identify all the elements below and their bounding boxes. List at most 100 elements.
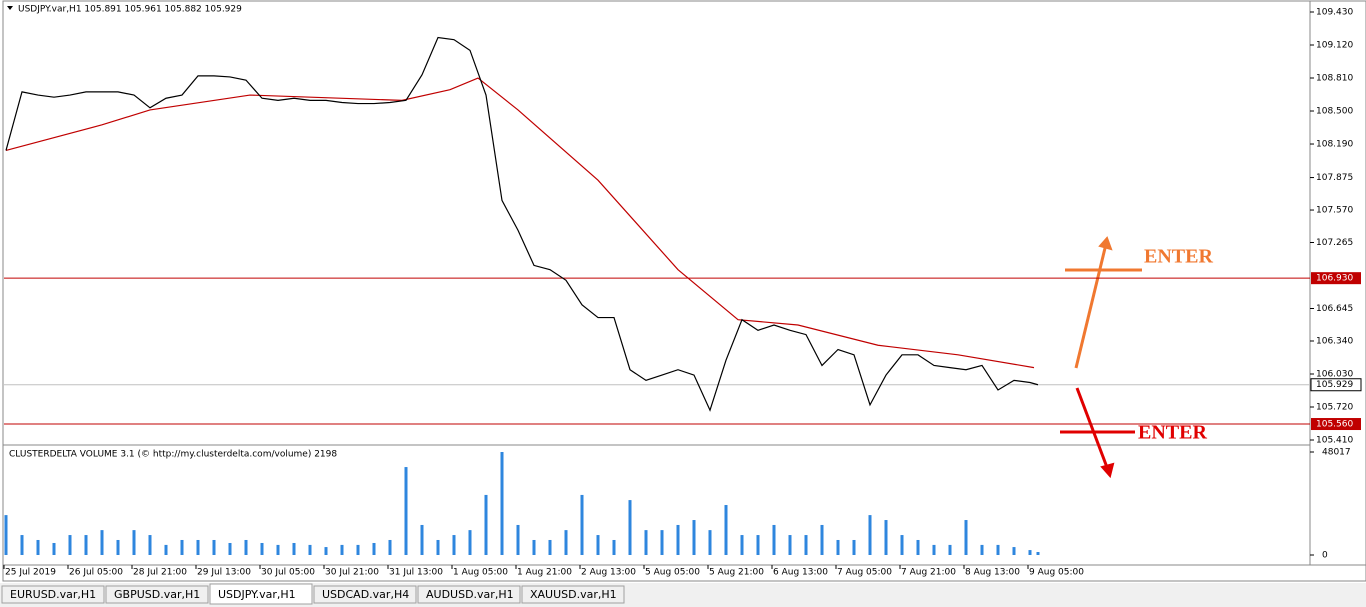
volume-bar [116, 539, 120, 555]
time-label: 1 Aug 21:00 [517, 568, 572, 578]
volume-bar [372, 542, 376, 555]
volume-bar [356, 544, 360, 555]
tabs: EURUSD.var,H1 GBPUSD.var,H1 USDJPY.var,H1 U… [1, 583, 625, 605]
volume-bar [820, 524, 824, 555]
chart-header: USDJPY.var,H1 105.891 105.961 105.882 10… [18, 5, 242, 15]
tab-label[interactable]: GBPUSD.var,H1 [114, 588, 200, 601]
volume-bar [804, 535, 808, 555]
volume-bar [500, 452, 504, 555]
time-label: 7 Aug 05:00 [837, 568, 892, 578]
y-tick-label: 106.030 [1316, 369, 1353, 379]
tab-label[interactable]: XAUUSD.var,H1 [530, 588, 617, 601]
volume-bar [100, 530, 104, 555]
level-label: 105.560 [1316, 420, 1353, 430]
time-label: 29 Jul 13:00 [197, 568, 251, 578]
volume-bar [964, 520, 968, 555]
volume-bar [292, 542, 296, 555]
tab-label[interactable]: AUDUSD.var,H1 [426, 588, 514, 601]
volume-bar [212, 539, 216, 555]
volume-bar [260, 542, 264, 555]
volume-bar [772, 524, 776, 555]
y-tick-label: 106.340 [1316, 336, 1353, 346]
time-label: 9 Aug 05:00 [1029, 568, 1084, 578]
down-arrow [1075, 387, 1110, 471]
volume-bar [996, 544, 1000, 555]
volume-bar [164, 544, 168, 555]
price-line [5, 36, 1039, 412]
tab-label[interactable]: EURUSD.var,H1 [10, 588, 96, 601]
tab[interactable] [1, 585, 105, 604]
volume-bar [1012, 547, 1016, 555]
up-arrowhead [1098, 236, 1113, 251]
volume-bar [148, 535, 152, 555]
volume-bar [1036, 551, 1040, 555]
volume-bar [548, 539, 552, 555]
volume-bar [612, 539, 616, 555]
y-tick-label: 108.810 [1316, 74, 1353, 84]
volume-bar [980, 544, 984, 555]
volume-bar [852, 539, 856, 555]
tab[interactable] [105, 585, 209, 604]
volume-bar [628, 500, 632, 555]
volume-bar [180, 539, 184, 555]
moving-average [5, 77, 1035, 369]
time-label: 26 Jul 05:00 [69, 568, 123, 578]
time-label: 25 Jul 2019 [5, 568, 56, 578]
menu-icon[interactable] [7, 6, 13, 10]
tab-label[interactable]: USDCAD.var,H4 [322, 588, 409, 601]
volume-bar [20, 535, 24, 555]
tab[interactable] [521, 585, 625, 604]
y-tick-label: 105.720 [1316, 402, 1353, 412]
volume-tick-label: 0 [1322, 551, 1328, 561]
volume-bar [452, 535, 456, 555]
volume-bar [564, 530, 568, 555]
level-box [1311, 272, 1361, 285]
volume-bar [132, 530, 136, 555]
volume-bar [68, 535, 72, 555]
time-label: 31 Jul 13:00 [389, 568, 443, 578]
indicator-title: CLUSTERDELTA VOLUME 3.1 (© http://my.clu… [9, 450, 337, 460]
volume-bar [340, 544, 344, 555]
volume-bar [516, 524, 520, 555]
volume-bar [644, 530, 648, 555]
y-tick-label: 107.265 [1316, 238, 1353, 248]
volume-bar [436, 539, 440, 555]
tab[interactable] [417, 585, 521, 604]
up-arrow [1074, 243, 1108, 369]
volume-bar [740, 535, 744, 555]
y-tick-label: 108.500 [1316, 107, 1353, 117]
y-tick-label: 107.875 [1316, 173, 1353, 183]
volume-bar [532, 539, 536, 555]
volume-bar [788, 535, 792, 555]
enter-label: ENTER [1138, 422, 1207, 444]
volume-bar [196, 539, 200, 555]
tab[interactable] [313, 585, 417, 604]
tab[interactable] [209, 583, 313, 605]
volume-bar [900, 535, 904, 555]
volume-bar [756, 535, 760, 555]
y-tick-label: 105.410 [1316, 436, 1353, 446]
volume-bar [388, 539, 392, 555]
enter-label: ENTER [1144, 246, 1213, 268]
volume-bar [420, 524, 424, 555]
time-label: 28 Jul 21:00 [133, 568, 187, 578]
volume-bar [884, 520, 888, 555]
volume-bar [596, 535, 600, 555]
y-tick-label: 107.570 [1316, 206, 1353, 216]
chart-frame [2, 0, 1366, 582]
volume-bar [308, 544, 312, 555]
level-box [1311, 418, 1361, 431]
y-tick-label: 109.430 [1316, 8, 1353, 18]
level-label: 106.930 [1316, 274, 1353, 284]
time-label: 30 Jul 21:00 [325, 568, 379, 578]
volume-bar [84, 535, 88, 555]
volume-bar [244, 539, 248, 555]
current-label: 105.929 [1316, 380, 1353, 390]
tab-label[interactable]: USDJPY.var,H1 [218, 588, 296, 601]
time-label: 1 Aug 05:00 [453, 568, 508, 578]
y-tick-label: 109.120 [1316, 41, 1353, 51]
volume-tick-label: 48017 [1322, 448, 1351, 458]
time-label: 30 Jul 05:00 [261, 568, 315, 578]
volume-bar [36, 539, 40, 555]
